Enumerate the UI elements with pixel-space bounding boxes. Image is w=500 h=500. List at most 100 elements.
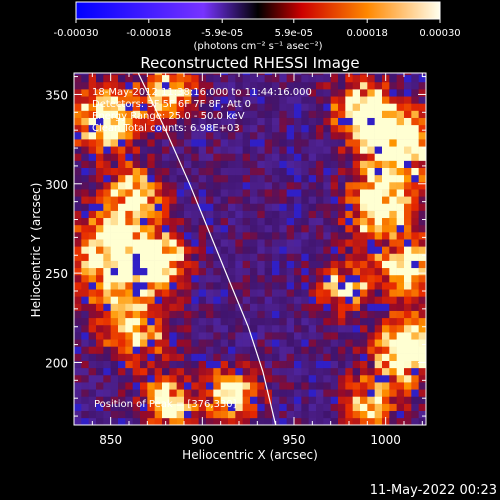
heatmap-cell — [250, 253, 258, 261]
heatmap-cell — [213, 317, 221, 326]
heatmap-cell — [125, 267, 133, 276]
heatmap-cell — [191, 274, 199, 283]
heatmap-cell — [316, 146, 324, 154]
heatmap-cell — [367, 389, 375, 397]
heatmap-cell — [132, 403, 141, 412]
heatmap-cell — [162, 303, 170, 311]
heatmap-cell — [191, 160, 199, 168]
heatmap-cell — [118, 124, 126, 133]
heatmap-cell — [191, 181, 199, 190]
heatmap-cell — [323, 110, 331, 118]
heatmap-cell — [132, 139, 141, 147]
heatmap-cell — [88, 146, 97, 154]
heatmap-cell — [147, 317, 155, 326]
heatmap-cell — [264, 367, 273, 376]
heatmap-cell — [176, 224, 185, 233]
heatmap-cell — [272, 139, 280, 147]
heatmap-cell — [374, 332, 383, 340]
heatmap-cell — [103, 410, 111, 419]
heatmap-cell — [228, 89, 236, 97]
heatmap-cell — [191, 403, 199, 412]
heatmap-cell — [389, 339, 397, 347]
heatmap-cell — [213, 410, 221, 419]
heatmap-cell — [367, 332, 375, 340]
heatmap-cell — [154, 239, 163, 247]
heatmap-cell — [154, 317, 163, 326]
heatmap-cell — [162, 339, 170, 347]
heatmap-cell — [169, 317, 177, 326]
heatmap-cell — [147, 246, 155, 254]
heatmap-cell — [176, 131, 185, 140]
heatmap-cell — [389, 324, 397, 333]
heatmap-cell — [74, 217, 82, 226]
heatmap-cell — [404, 346, 412, 354]
heatmap-cell — [140, 196, 148, 204]
heatmap-cell — [301, 317, 309, 326]
heatmap-cell — [279, 367, 287, 376]
heatmap-cell — [213, 303, 221, 311]
heatmap-cell — [257, 73, 265, 76]
heatmap-cell — [132, 189, 141, 197]
heatmap-cell — [323, 174, 331, 183]
heatmap-cell — [257, 267, 265, 276]
heatmap-cell — [345, 396, 353, 404]
heatmap-cell — [220, 217, 229, 226]
heatmap-cell — [220, 296, 229, 304]
heatmap-cell — [81, 146, 89, 154]
heatmap-cell — [301, 224, 309, 233]
heatmap-cell — [74, 282, 82, 290]
heatmap-cell — [360, 396, 368, 404]
heatmap-cell — [389, 73, 397, 76]
heatmap-cell — [279, 224, 287, 233]
heatmap-cell — [213, 73, 221, 76]
heatmap-cell — [147, 360, 155, 369]
heatmap-cells — [74, 73, 426, 425]
heatmap-cell — [140, 339, 148, 347]
heatmap-cell — [294, 217, 302, 226]
heatmap-cell — [96, 360, 104, 369]
heatmap-cell — [411, 81, 419, 90]
heatmap-cell — [228, 181, 236, 190]
heatmap-cell — [411, 353, 419, 361]
heatmap-cell — [338, 346, 346, 354]
heatmap-cell — [206, 396, 214, 404]
heatmap-cell — [308, 210, 317, 219]
heatmap-cell — [103, 131, 111, 140]
heatmap-cell — [345, 310, 353, 319]
heatmap-cell — [191, 103, 199, 111]
heatmap-cell — [184, 117, 192, 126]
heatmap-cell — [316, 74, 324, 83]
heatmap-cell — [118, 160, 126, 168]
heatmap-cell — [404, 260, 412, 269]
heatmap-cell — [308, 296, 317, 304]
heatmap-cell — [228, 96, 236, 104]
heatmap-cell — [154, 89, 163, 97]
heatmap-cell — [198, 332, 207, 340]
heatmap-cell — [360, 160, 368, 168]
heatmap-cell — [396, 303, 405, 311]
heatmap-cell — [418, 239, 426, 247]
heatmap-cell — [264, 181, 273, 190]
heatmap-cell — [110, 210, 119, 219]
heatmap-cell — [176, 210, 185, 219]
heatmap-cell — [404, 196, 412, 204]
heatmap-cell — [301, 282, 309, 290]
heatmap-cell — [169, 89, 177, 97]
colorbar-tick-label: -0.00018 — [126, 28, 171, 39]
heatmap-cell — [81, 89, 89, 97]
heatmap-cell — [264, 217, 273, 226]
heatmap-cell — [308, 282, 317, 290]
heatmap-cell — [418, 346, 426, 354]
heatmap-cell — [96, 146, 104, 154]
heatmap-cell — [396, 267, 405, 276]
heatmap-cell — [228, 139, 236, 147]
heatmap-cell — [125, 196, 133, 204]
heatmap-cell — [308, 317, 317, 326]
heatmap-cell — [316, 310, 324, 319]
heatmap-cell — [338, 160, 346, 168]
heatmap-cell — [96, 160, 104, 168]
heatmap-cell — [411, 360, 419, 369]
heatmap-cell — [140, 160, 148, 168]
heatmap-cell — [323, 317, 331, 326]
heatmap-cell — [330, 167, 339, 176]
